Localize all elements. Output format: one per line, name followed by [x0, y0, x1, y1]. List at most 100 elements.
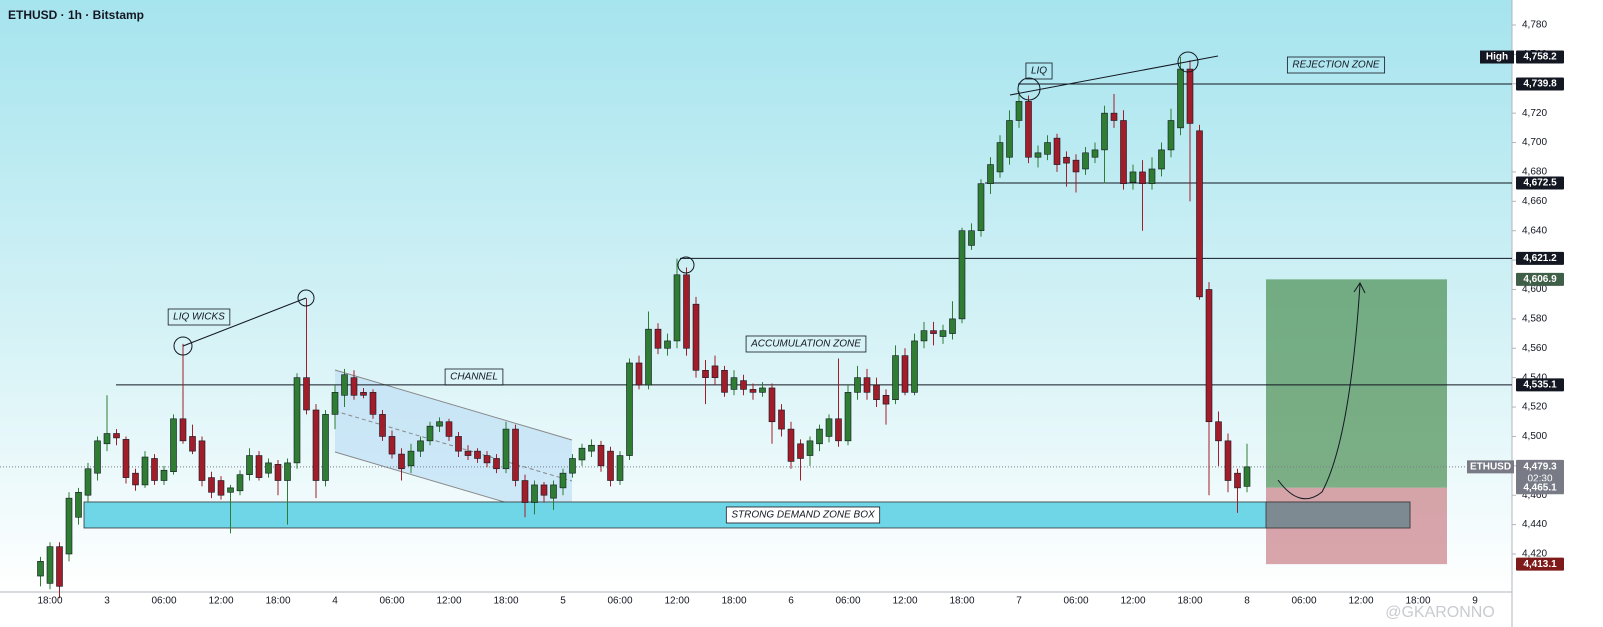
candle-body	[1082, 152, 1089, 170]
candle-body	[521, 480, 529, 503]
candle-body	[1063, 156, 1070, 164]
candle-body	[312, 409, 320, 481]
candle-body	[1015, 101, 1023, 121]
candle-body	[626, 362, 633, 456]
y-tick-label: 4,680	[1522, 167, 1547, 178]
price-badge-label: 4,672.5	[1523, 178, 1557, 189]
candle-body	[882, 394, 890, 405]
x-tick-label: 06:00	[607, 596, 632, 607]
candle-body	[417, 440, 424, 452]
price-countdown: 02:30	[1527, 473, 1552, 484]
liq-circle	[173, 336, 193, 356]
x-tick-label: 12:00	[664, 596, 689, 607]
candle-body	[616, 455, 624, 481]
x-tick-label: 12:00	[1348, 596, 1373, 607]
x-tick-label: 5	[560, 596, 566, 607]
price-badge	[1516, 481, 1564, 495]
candle-body	[398, 453, 405, 470]
candle-body	[702, 370, 709, 378]
candle-body	[531, 484, 538, 503]
candle-body	[778, 409, 785, 430]
y-tick-label: 4,660	[1522, 196, 1547, 207]
candle-body	[987, 164, 994, 184]
liq-circle	[677, 256, 695, 274]
candle-body	[350, 377, 358, 396]
candle-body	[1053, 137, 1061, 165]
position-target	[1266, 279, 1447, 488]
liq-trendline	[182, 297, 307, 347]
candle-body	[474, 450, 481, 459]
candle-body	[464, 450, 472, 456]
candle-body	[236, 474, 244, 492]
candle-body	[293, 377, 301, 464]
x-tick-label: 8	[1244, 596, 1250, 607]
candle-body	[559, 472, 567, 489]
candle-body	[217, 480, 225, 496]
candle-body	[835, 418, 842, 442]
candle-body	[1110, 112, 1118, 121]
x-tick-label: 7	[1016, 596, 1022, 607]
candle-body	[274, 464, 282, 481]
candle-body	[1177, 68, 1184, 129]
candle-body	[1044, 142, 1051, 155]
candle-body	[588, 444, 595, 452]
price-badge	[1516, 272, 1564, 286]
price-tag	[1467, 460, 1514, 474]
annotation: ACCUMULATION ZONE	[750, 339, 861, 350]
candle-body	[806, 440, 814, 456]
candle-body	[103, 433, 111, 445]
candle-body	[730, 377, 738, 390]
candle-body	[1072, 159, 1080, 173]
candle-body	[445, 421, 453, 437]
candle-body	[303, 377, 310, 411]
y-tick-label: 4,560	[1522, 343, 1547, 354]
annotation: LIQ	[1031, 66, 1047, 77]
price-tag	[1480, 50, 1514, 64]
candle-body	[56, 546, 63, 587]
candle-body	[455, 436, 462, 452]
x-tick-label: 12:00	[436, 596, 461, 607]
candle-body	[132, 472, 139, 486]
watermark: @GKARONNO	[1385, 604, 1495, 621]
candle-body	[512, 428, 519, 481]
candle-body	[1215, 421, 1222, 442]
candle-body	[1224, 440, 1232, 481]
y-tick-label: 4,500	[1522, 431, 1547, 442]
y-tick-label: 4,600	[1522, 284, 1547, 295]
y-tick-label: 4,720	[1522, 108, 1547, 119]
x-tick-label: 18:00	[1405, 596, 1430, 607]
y-tick-label: 4,580	[1522, 314, 1547, 325]
candle-body	[75, 491, 82, 518]
candle-body	[1139, 171, 1146, 184]
candle-body	[1234, 472, 1241, 489]
candle-body	[151, 458, 158, 481]
price-badge-label: 4,535.1	[1523, 379, 1557, 390]
candle-body	[958, 230, 966, 320]
price-badge-label: 4,758.2	[1523, 52, 1557, 63]
price-badge	[1516, 50, 1564, 64]
candle-body	[825, 418, 833, 437]
price-tag-label: ETHUSD	[1470, 461, 1511, 472]
candle-body	[160, 469, 168, 481]
candle-body	[968, 230, 975, 246]
candle-body	[863, 377, 871, 393]
candle-body	[816, 428, 823, 445]
candle-body	[844, 392, 852, 442]
price-badge-label: 4,739.8	[1523, 79, 1557, 90]
x-tick-label: 06:00	[1063, 596, 1088, 607]
x-tick-label: 18:00	[265, 596, 290, 607]
candle-body	[255, 455, 263, 478]
candle-body	[113, 433, 120, 439]
candle-body	[1025, 101, 1032, 158]
candle-body	[1158, 149, 1165, 170]
price-badge	[1516, 459, 1564, 486]
x-tick-label: 18:00	[949, 596, 974, 607]
x-tick-label: 12:00	[208, 596, 233, 607]
candle-body	[407, 450, 415, 467]
x-tick-label: 18:00	[493, 596, 518, 607]
y-tick-label: 4,520	[1522, 402, 1547, 413]
x-tick-label: 18:00	[37, 596, 62, 607]
x-tick-label: 12:00	[1120, 596, 1145, 607]
candle-body	[84, 468, 92, 496]
